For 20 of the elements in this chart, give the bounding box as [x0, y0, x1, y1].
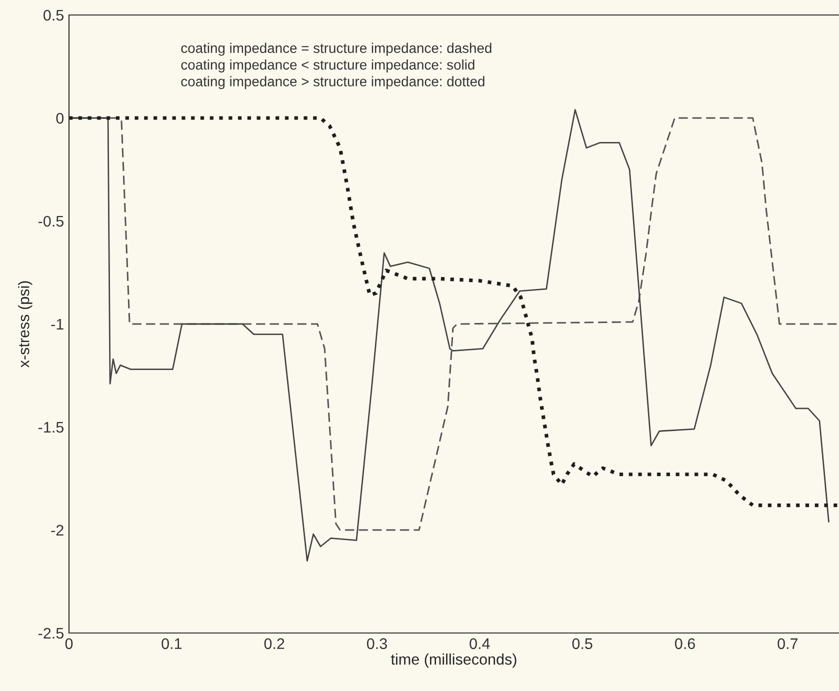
x-tick-label: 0.2	[264, 638, 284, 650]
y-tick-label: -1	[51, 319, 64, 330]
x-tick-label: 0	[65, 638, 73, 650]
y-tick-label: 0	[56, 112, 64, 124]
annotation: coating impedance > structure impedance: dotted	[181, 76, 484, 90]
x-tick-label: 0.1	[162, 638, 182, 650]
y-tick-label: -2.5	[38, 628, 64, 639]
x-tick-label: 0.6	[674, 638, 695, 650]
x-tick-label: 0.3	[366, 638, 387, 650]
y-tick-label: 0.5	[44, 10, 64, 21]
y-tick-label: -0.5	[38, 216, 64, 227]
annotation: coating impedance < structure impedance: solid	[181, 59, 474, 72]
y-tick-label: -1.5	[38, 422, 64, 433]
annotation: coating impedance = structure impedance: dashed	[181, 42, 492, 56]
y-axis-title: x-stress (psi)	[18, 281, 32, 368]
y-tick-label: -2	[51, 524, 64, 536]
x-tick-label: 0.4	[470, 638, 490, 650]
x-tick-label: 0.7	[778, 638, 798, 650]
x-axis-title: time (milliseconds)	[390, 653, 516, 668]
x-tick-label: 0.5	[572, 638, 592, 650]
